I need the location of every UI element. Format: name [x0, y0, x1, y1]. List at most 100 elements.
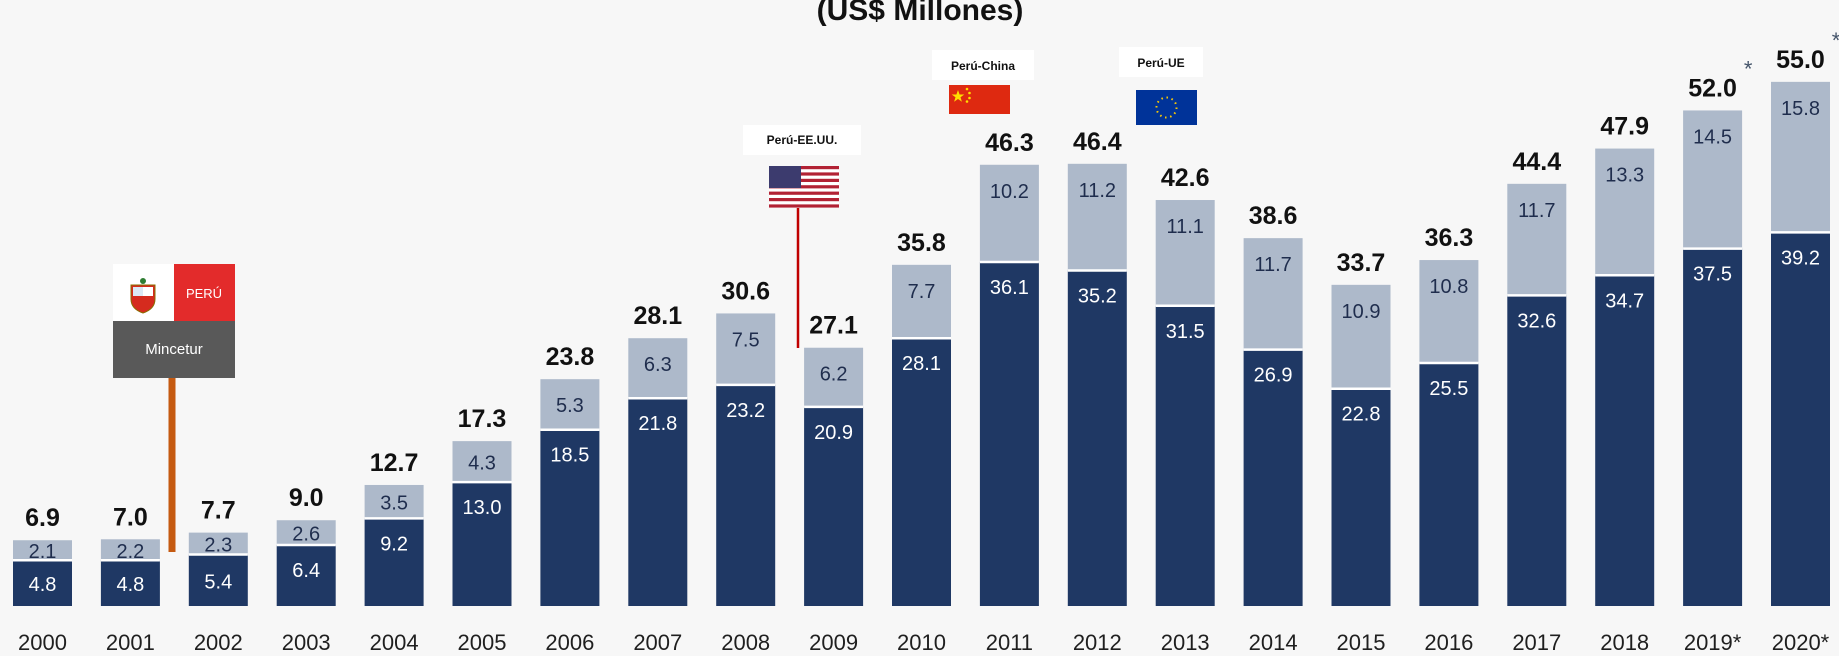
peru-logo-red	[174, 264, 235, 321]
bar-segment-top-15	[1331, 284, 1391, 389]
x-tick-label-18: 2018	[1600, 630, 1649, 655]
bar-value-bottom-6: 18.5	[550, 445, 589, 467]
bar-segment-bottom-3	[276, 545, 336, 606]
bar-value-bottom-4: 9.2	[380, 533, 408, 555]
bar-total-7: 28.1	[633, 302, 682, 330]
bar-total-12: 46.4	[1073, 128, 1122, 156]
x-tick-label-4: 2004	[370, 630, 419, 655]
x-tick-label-17: 2017	[1512, 630, 1561, 655]
x-tick-label-20: 2020*	[1772, 630, 1830, 655]
bar-total-17: 44.4	[1512, 148, 1561, 176]
bar-value-top-0: 2.1	[29, 541, 57, 563]
peru-china-label: Perú-China	[951, 59, 1015, 73]
bar-total-18: 47.9	[1600, 113, 1649, 141]
x-tick-label-12: 2012	[1073, 630, 1122, 655]
bar-total-0: 6.9	[25, 504, 60, 532]
bar-segment-top-10	[892, 264, 951, 339]
bar-total-16: 36.3	[1425, 224, 1474, 252]
x-tick-label-15: 2015	[1337, 630, 1386, 655]
bar-total-9: 27.1	[809, 312, 858, 340]
peru-flag-text: PERÚ	[186, 286, 222, 301]
bar-segment-top-9	[804, 347, 864, 407]
bar-value-bottom-11: 36.1	[990, 277, 1029, 299]
bar-segment-top-4	[364, 484, 424, 519]
bar-value-top-7: 6.3	[644, 354, 672, 376]
bar-value-bottom-3: 6.4	[292, 560, 320, 582]
x-tick-label-7: 2007	[633, 630, 682, 655]
bar-value-bottom-12: 35.2	[1078, 286, 1117, 308]
bar-value-top-4: 3.5	[380, 493, 408, 515]
bar-segment-top-14	[1243, 238, 1303, 350]
bar-total-15: 33.7	[1337, 249, 1386, 277]
bar-segment-bottom-19	[1683, 248, 1743, 606]
bar-segment-bottom-13	[1155, 305, 1215, 606]
bar-segment-bottom-20	[1771, 232, 1830, 606]
bar-value-top-9: 6.2	[820, 364, 848, 386]
annotation-peru-china: Perú-China	[932, 50, 1034, 114]
bar-segment-bottom-8	[716, 384, 776, 606]
bar-value-top-14: 11.7	[1254, 254, 1291, 276]
bar-total-13: 42.6	[1161, 164, 1210, 192]
annotation-peru-eeuu: Perú-EE.UU.	[743, 125, 861, 348]
bar-total-20: 55.0	[1776, 46, 1825, 74]
bar-value-top-2: 2.3	[204, 535, 232, 557]
bar-value-bottom-13: 31.5	[1166, 321, 1205, 343]
bar-segment-top-19	[1683, 110, 1743, 249]
bar-value-bottom-10: 28.1	[902, 353, 941, 375]
bar-value-bottom-1: 4.8	[116, 574, 144, 596]
bar-segment-bottom-2	[188, 554, 248, 606]
eu-flag-icon	[1136, 90, 1197, 125]
bar-segment-top-2	[188, 532, 248, 555]
bar-value-top-6: 5.3	[556, 395, 584, 417]
bar-segment-bottom-11	[979, 261, 1039, 606]
bars-layer: 4.8 2.1 6.9 2000 4.8 2.2 7.0 2001 5.4 2.3 7.7 2002 6…	[13, 28, 1839, 655]
peru-china-label-bg	[932, 50, 1034, 80]
bar-value-bottom-19: 37.5	[1693, 264, 1732, 286]
bar-segment-top-5	[452, 441, 512, 483]
x-tick-label-8: 2008	[721, 630, 770, 655]
bar-value-bottom-15: 22.8	[1342, 404, 1381, 426]
bar-segment-top-11	[979, 164, 1039, 262]
bar-value-top-20: 15.8	[1781, 98, 1820, 120]
china-flag-icon	[949, 85, 1010, 114]
peru-ue-label-bg	[1119, 47, 1203, 77]
chart-title: (US$ Millones)	[817, 0, 1024, 27]
peru-ue-label: Perú-UE	[1137, 56, 1184, 70]
bar-value-top-16: 10.8	[1429, 276, 1468, 298]
bar-total-14: 38.6	[1249, 202, 1298, 230]
projection-asterisk-20: *	[1832, 28, 1839, 53]
bar-value-bottom-17: 32.6	[1517, 310, 1556, 332]
usa-flag-icon	[769, 166, 839, 208]
x-tick-label-14: 2014	[1249, 630, 1298, 655]
bar-total-4: 12.7	[370, 449, 419, 477]
bar-segment-bottom-18	[1595, 275, 1655, 606]
bar-value-bottom-18: 34.7	[1605, 290, 1644, 312]
x-tick-label-9: 2009	[809, 630, 858, 655]
x-tick-label-5: 2005	[458, 630, 507, 655]
bar-total-11: 46.3	[985, 129, 1034, 157]
x-tick-label-1: 2001	[106, 630, 155, 655]
x-tick-label-11: 2011	[986, 630, 1033, 655]
x-tick-label-6: 2006	[545, 630, 594, 655]
bar-segment-bottom-15	[1331, 388, 1391, 606]
mincetur-box	[113, 321, 235, 378]
x-tick-label-16: 2016	[1424, 630, 1473, 655]
bar-segment-top-6	[540, 379, 600, 430]
bar-segment-bottom-16	[1419, 362, 1479, 606]
bar-value-top-15: 10.9	[1342, 301, 1381, 323]
x-tick-label-3: 2003	[282, 630, 331, 655]
annotation-peru-ue: Perú-UE	[1119, 47, 1203, 125]
bar-value-top-19: 14.5	[1693, 126, 1732, 148]
x-tick-label-10: 2010	[897, 630, 946, 655]
bar-value-bottom-14: 26.9	[1254, 365, 1293, 387]
bar-value-top-13: 11.1	[1166, 216, 1203, 238]
annotation-mincetur: Mincetur PERÚ	[113, 264, 235, 552]
bar-total-6: 23.8	[546, 343, 595, 371]
bar-segment-bottom-6	[540, 429, 600, 606]
bar-value-top-12: 11.2	[1079, 180, 1116, 202]
bar-value-bottom-8: 23.2	[726, 400, 765, 422]
bar-value-top-11: 10.2	[990, 181, 1029, 203]
bar-total-19: 52.0	[1688, 74, 1737, 102]
bar-segment-bottom-12	[1067, 270, 1127, 606]
